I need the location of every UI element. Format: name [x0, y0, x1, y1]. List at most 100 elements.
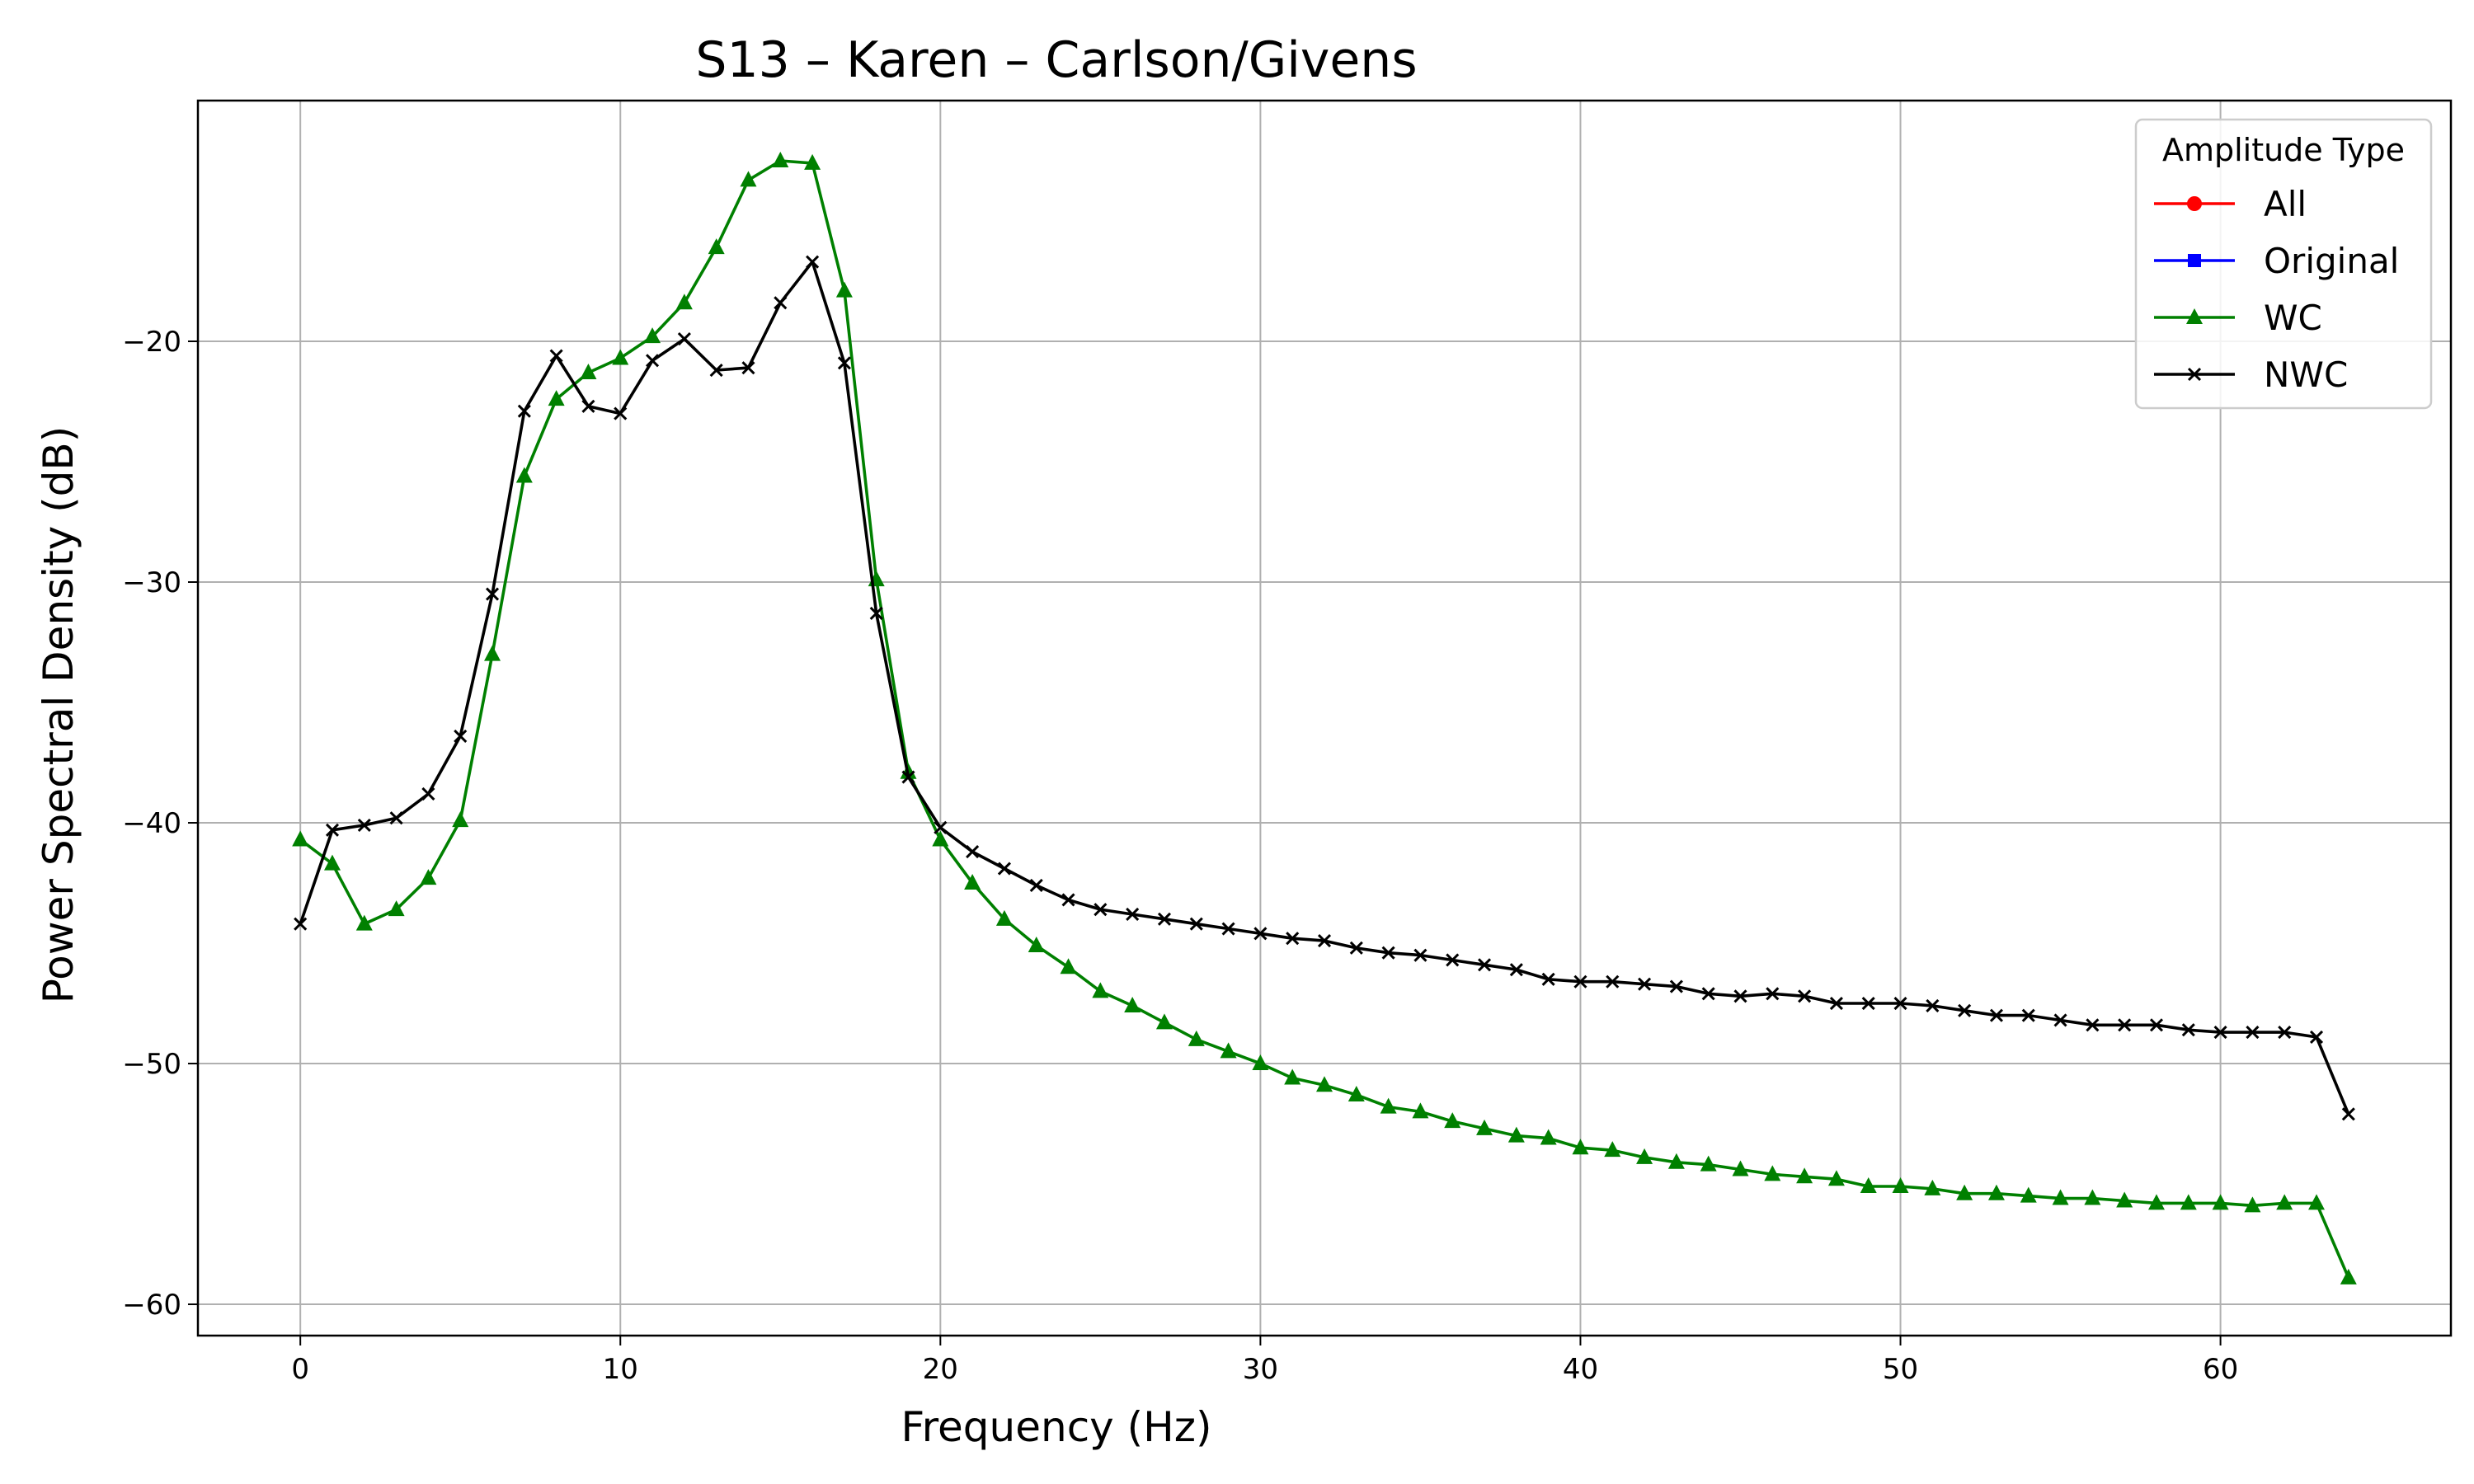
data-point-wc	[740, 171, 757, 187]
data-point-nwc	[966, 844, 980, 859]
data-point-wc	[1476, 1119, 1493, 1135]
x-tick-label: 20	[923, 1353, 958, 1386]
data-point-nwc	[1381, 946, 1395, 960]
data-point-nwc	[1573, 974, 1587, 989]
legend-marker-original	[2188, 254, 2201, 267]
data-point-nwc	[1253, 927, 1268, 941]
data-point-nwc	[1317, 934, 1332, 948]
legend-label-original: Original	[2264, 241, 2399, 281]
data-point-nwc	[1477, 958, 1492, 972]
data-point-wc	[1987, 1184, 2005, 1200]
chart-title: S13 – Karen – Carlson/Givens	[695, 31, 1417, 89]
legend: Amplitude Type All Original WC NWC	[2134, 118, 2433, 410]
data-point-wc	[1412, 1102, 1429, 1119]
data-point-nwc	[1221, 922, 1235, 936]
data-point-wc	[355, 914, 373, 931]
legend-label-all: All	[2264, 184, 2307, 224]
data-point-nwc	[2181, 1023, 2195, 1037]
data-point-nwc	[2213, 1026, 2227, 1040]
legend-label-nwc: NWC	[2264, 355, 2348, 395]
data-point-wc	[1124, 996, 1141, 1012]
legend-marker-all	[2187, 196, 2202, 211]
data-point-wc	[1636, 1148, 1653, 1164]
data-point-wc	[1188, 1030, 1205, 1046]
data-point-nwc	[2086, 1018, 2100, 1032]
data-point-nwc	[677, 332, 691, 346]
data-point-wc	[1956, 1184, 1973, 1200]
data-point-nwc	[1286, 932, 1300, 946]
data-point-nwc	[325, 823, 340, 837]
data-point-nwc	[1669, 979, 1683, 993]
data-point-wc	[964, 874, 981, 890]
axis-ticks: 0 10 20 30 40 50 60 −60 −50 −40 −30 −20	[122, 326, 2238, 1386]
data-point-wc	[1700, 1155, 1717, 1172]
data-point-wc	[2084, 1189, 2101, 1205]
data-point-wc	[644, 327, 661, 344]
legend-items: All Original WC NWC	[2154, 184, 2399, 395]
data-point-wc	[1827, 1170, 1845, 1186]
data-point-wc	[932, 830, 949, 847]
data-point-nwc	[1958, 1003, 1972, 1017]
data-point-nwc	[1126, 907, 1140, 922]
data-point-wc	[548, 390, 565, 406]
data-point-wc	[1540, 1129, 1557, 1145]
data-point-nwc	[2118, 1018, 2132, 1032]
data-point-wc	[1348, 1085, 1365, 1101]
data-point-wc	[835, 281, 853, 298]
data-point-nwc	[614, 406, 628, 420]
data-point-nwc	[741, 361, 755, 375]
data-point-wc	[1284, 1068, 1301, 1085]
data-point-wc	[292, 830, 309, 847]
data-point-nwc	[806, 255, 820, 269]
data-point-nwc	[1829, 996, 1843, 1011]
y-axis-label: Power Spectral Density (dB)	[35, 426, 82, 1003]
data-point-nwc	[1861, 996, 1875, 1011]
data-point-nwc	[1638, 977, 1652, 991]
series-layer	[292, 152, 2357, 1284]
data-point-nwc	[581, 399, 595, 413]
data-point-nwc	[1733, 989, 1747, 1003]
y-tick-label: −20	[122, 326, 181, 359]
x-tick-label: 50	[1883, 1353, 1918, 1386]
data-point-nwc	[2053, 1013, 2067, 1027]
data-point-nwc	[2021, 1008, 2035, 1022]
series-nwc	[294, 255, 2355, 1121]
data-point-nwc	[1766, 987, 1780, 1001]
data-point-wc	[708, 238, 725, 255]
data-point-wc	[452, 811, 469, 828]
legend-title: Amplitude Type	[2162, 132, 2405, 168]
data-point-wc	[580, 363, 597, 379]
data-point-wc	[2052, 1189, 2069, 1205]
data-point-nwc	[2341, 1107, 2355, 1121]
data-point-wc	[1764, 1165, 1781, 1181]
data-point-wc	[1924, 1179, 1941, 1195]
x-axis-label: Frequency (Hz)	[901, 1403, 1211, 1451]
data-point-wc	[1155, 1013, 1173, 1030]
data-point-wc	[612, 349, 629, 365]
data-point-wc	[1507, 1126, 1525, 1143]
data-point-wc	[2116, 1191, 2133, 1208]
data-point-wc	[2244, 1196, 2261, 1213]
y-tick-label: −50	[122, 1048, 181, 1081]
data-point-wc	[2340, 1268, 2357, 1284]
plot-frame	[196, 99, 2453, 1337]
data-point-wc	[1892, 1176, 1909, 1193]
legend-item-wc: WC	[2154, 298, 2322, 338]
data-point-nwc	[1541, 972, 1555, 986]
data-point-nwc	[774, 296, 788, 310]
x-tick-label: 10	[603, 1353, 638, 1386]
data-point-wc	[2020, 1186, 2037, 1203]
legend-marker-nwc	[2187, 367, 2202, 382]
data-point-nwc	[837, 356, 851, 370]
data-point-wc	[484, 645, 501, 661]
data-point-nwc	[1989, 1008, 2004, 1022]
data-point-nwc	[1606, 974, 1620, 989]
data-point-nwc	[1157, 912, 1172, 926]
data-point-nwc	[2309, 1030, 2324, 1044]
data-point-wc	[1732, 1160, 1749, 1176]
y-tick-label: −60	[122, 1289, 181, 1322]
data-point-nwc	[1349, 941, 1363, 955]
data-point-wc	[1572, 1139, 1589, 1155]
